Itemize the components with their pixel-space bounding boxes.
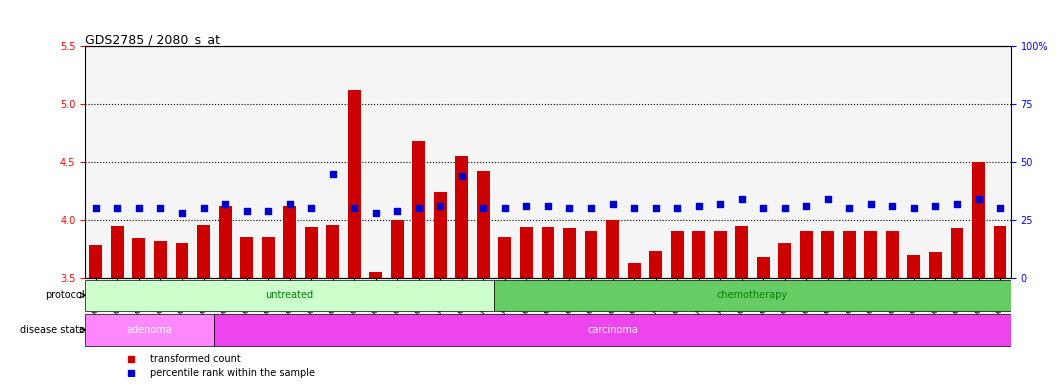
- Point: [992, 205, 1009, 211]
- Bar: [563, 228, 576, 278]
- Bar: [240, 237, 253, 278]
- Point: [733, 196, 750, 202]
- Point: [754, 205, 771, 211]
- Text: adenoma: adenoma: [127, 325, 172, 335]
- FancyBboxPatch shape: [214, 314, 1011, 346]
- Point: [862, 200, 879, 207]
- Point: [691, 203, 708, 209]
- Bar: [434, 192, 447, 278]
- Point: [819, 196, 836, 202]
- Bar: [670, 232, 683, 278]
- Bar: [133, 238, 146, 278]
- Point: [497, 205, 514, 211]
- Point: [302, 205, 319, 211]
- Bar: [714, 232, 727, 278]
- Point: [367, 210, 384, 216]
- Point: [260, 207, 277, 214]
- FancyBboxPatch shape: [85, 280, 494, 311]
- Point: [539, 203, 556, 209]
- Point: [217, 200, 234, 207]
- Bar: [498, 237, 512, 278]
- Bar: [111, 226, 123, 278]
- Bar: [218, 206, 232, 278]
- Point: [647, 205, 664, 211]
- Bar: [693, 232, 705, 278]
- Point: [411, 205, 428, 211]
- Point: [109, 205, 126, 211]
- Bar: [821, 232, 834, 278]
- Point: [346, 205, 363, 211]
- Point: [173, 210, 190, 216]
- Text: transformed count: transformed count: [150, 354, 240, 364]
- Point: [884, 203, 901, 209]
- Point: [626, 205, 643, 211]
- Bar: [628, 263, 641, 278]
- Point: [777, 205, 794, 211]
- Point: [604, 200, 621, 207]
- Bar: [908, 255, 920, 278]
- Point: [131, 205, 148, 211]
- Text: carcinoma: carcinoma: [587, 325, 638, 335]
- Point: [325, 170, 342, 177]
- Text: untreated: untreated: [266, 290, 314, 300]
- Point: [561, 205, 578, 211]
- Point: [281, 200, 298, 207]
- Bar: [455, 156, 468, 278]
- Bar: [413, 141, 426, 278]
- Bar: [778, 243, 792, 278]
- Point: [453, 173, 470, 179]
- Bar: [757, 257, 769, 278]
- Point: [152, 205, 169, 211]
- Bar: [262, 237, 275, 278]
- Bar: [864, 232, 878, 278]
- Point: [87, 205, 104, 211]
- Bar: [649, 251, 662, 278]
- Bar: [950, 228, 963, 278]
- Bar: [304, 227, 318, 278]
- Bar: [283, 206, 296, 278]
- Point: [712, 200, 729, 207]
- Point: [238, 207, 255, 214]
- Bar: [886, 232, 899, 278]
- Point: [970, 196, 987, 202]
- Point: [841, 205, 858, 211]
- Bar: [542, 227, 554, 278]
- Point: [668, 205, 685, 211]
- Bar: [843, 232, 855, 278]
- Bar: [994, 226, 1007, 278]
- Bar: [520, 227, 533, 278]
- Bar: [154, 241, 167, 278]
- Bar: [327, 225, 339, 278]
- Bar: [477, 171, 489, 278]
- Point: [475, 205, 492, 211]
- FancyBboxPatch shape: [494, 280, 1011, 311]
- FancyBboxPatch shape: [85, 314, 214, 346]
- Bar: [197, 225, 210, 278]
- Bar: [390, 220, 403, 278]
- Point: [927, 203, 944, 209]
- Text: protocol: protocol: [46, 290, 85, 300]
- Bar: [176, 243, 188, 278]
- Bar: [89, 245, 102, 278]
- Bar: [735, 226, 748, 278]
- Text: GDS2785 / 2080_s_at: GDS2785 / 2080_s_at: [85, 33, 220, 46]
- Point: [582, 205, 599, 211]
- Text: chemotherapy: chemotherapy: [717, 290, 788, 300]
- Bar: [929, 252, 942, 278]
- Point: [432, 203, 449, 209]
- Text: disease state: disease state: [20, 325, 85, 335]
- Bar: [584, 232, 598, 278]
- Point: [518, 203, 535, 209]
- Bar: [606, 220, 619, 278]
- Bar: [800, 232, 813, 278]
- Point: [388, 207, 405, 214]
- Point: [195, 205, 212, 211]
- Bar: [369, 272, 382, 278]
- Point: [948, 200, 965, 207]
- Point: [798, 203, 815, 209]
- Bar: [348, 90, 361, 278]
- Bar: [972, 162, 985, 278]
- Point: [905, 205, 922, 211]
- Text: percentile rank within the sample: percentile rank within the sample: [150, 368, 315, 378]
